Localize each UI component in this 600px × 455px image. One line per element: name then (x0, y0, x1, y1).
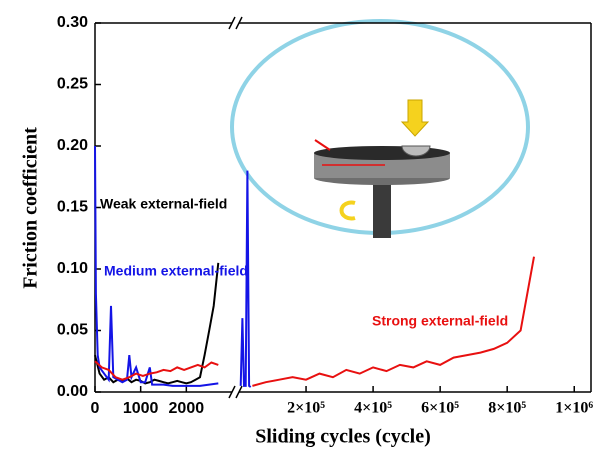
rotation-arrow (339, 200, 356, 221)
y-tick-label: 0.15 (57, 199, 88, 216)
axis-break (228, 16, 236, 30)
y-tick-label: 0.05 (57, 322, 88, 339)
x-tick-label: 2×10⁵ (287, 400, 325, 417)
x-tick-label: 2000 (169, 400, 205, 417)
axis-break (235, 16, 243, 30)
legend-label: Strong external-field (372, 313, 508, 329)
x-tick-label: 0 (91, 400, 100, 417)
x-tick-label: 4×10⁵ (354, 400, 392, 417)
series-line (252, 256, 535, 387)
y-tick-label: 0.20 (57, 137, 88, 154)
x-axis-label: Sliding cycles (cycle) (255, 426, 431, 448)
y-tick-label: 0.30 (57, 14, 88, 31)
film-pointer (314, 139, 331, 151)
shaft (373, 178, 391, 238)
y-tick-label: 0.10 (57, 260, 88, 277)
y-tick-label: 0.00 (57, 383, 88, 400)
series-line (94, 360, 219, 381)
inset (230, 19, 530, 238)
legend-label: Medium external-field (104, 263, 248, 279)
axis-break (235, 385, 243, 399)
x-tick-label: 6×10⁵ (421, 400, 459, 417)
steel-ball (401, 145, 431, 157)
x-tick-label: 1000 (123, 400, 159, 417)
series-line (94, 145, 219, 387)
x-tick-label: 1×10⁶ (555, 400, 593, 417)
load-arrow (400, 99, 430, 137)
y-tick-label: 0.25 (57, 76, 88, 93)
axis-break (228, 385, 236, 399)
y-axis-label: Friction coefficient (20, 127, 42, 289)
legend-label: Weak external-field (100, 196, 227, 212)
x-tick-label: 8×10⁵ (488, 400, 526, 417)
series-line (94, 262, 220, 385)
series-line (239, 170, 252, 388)
